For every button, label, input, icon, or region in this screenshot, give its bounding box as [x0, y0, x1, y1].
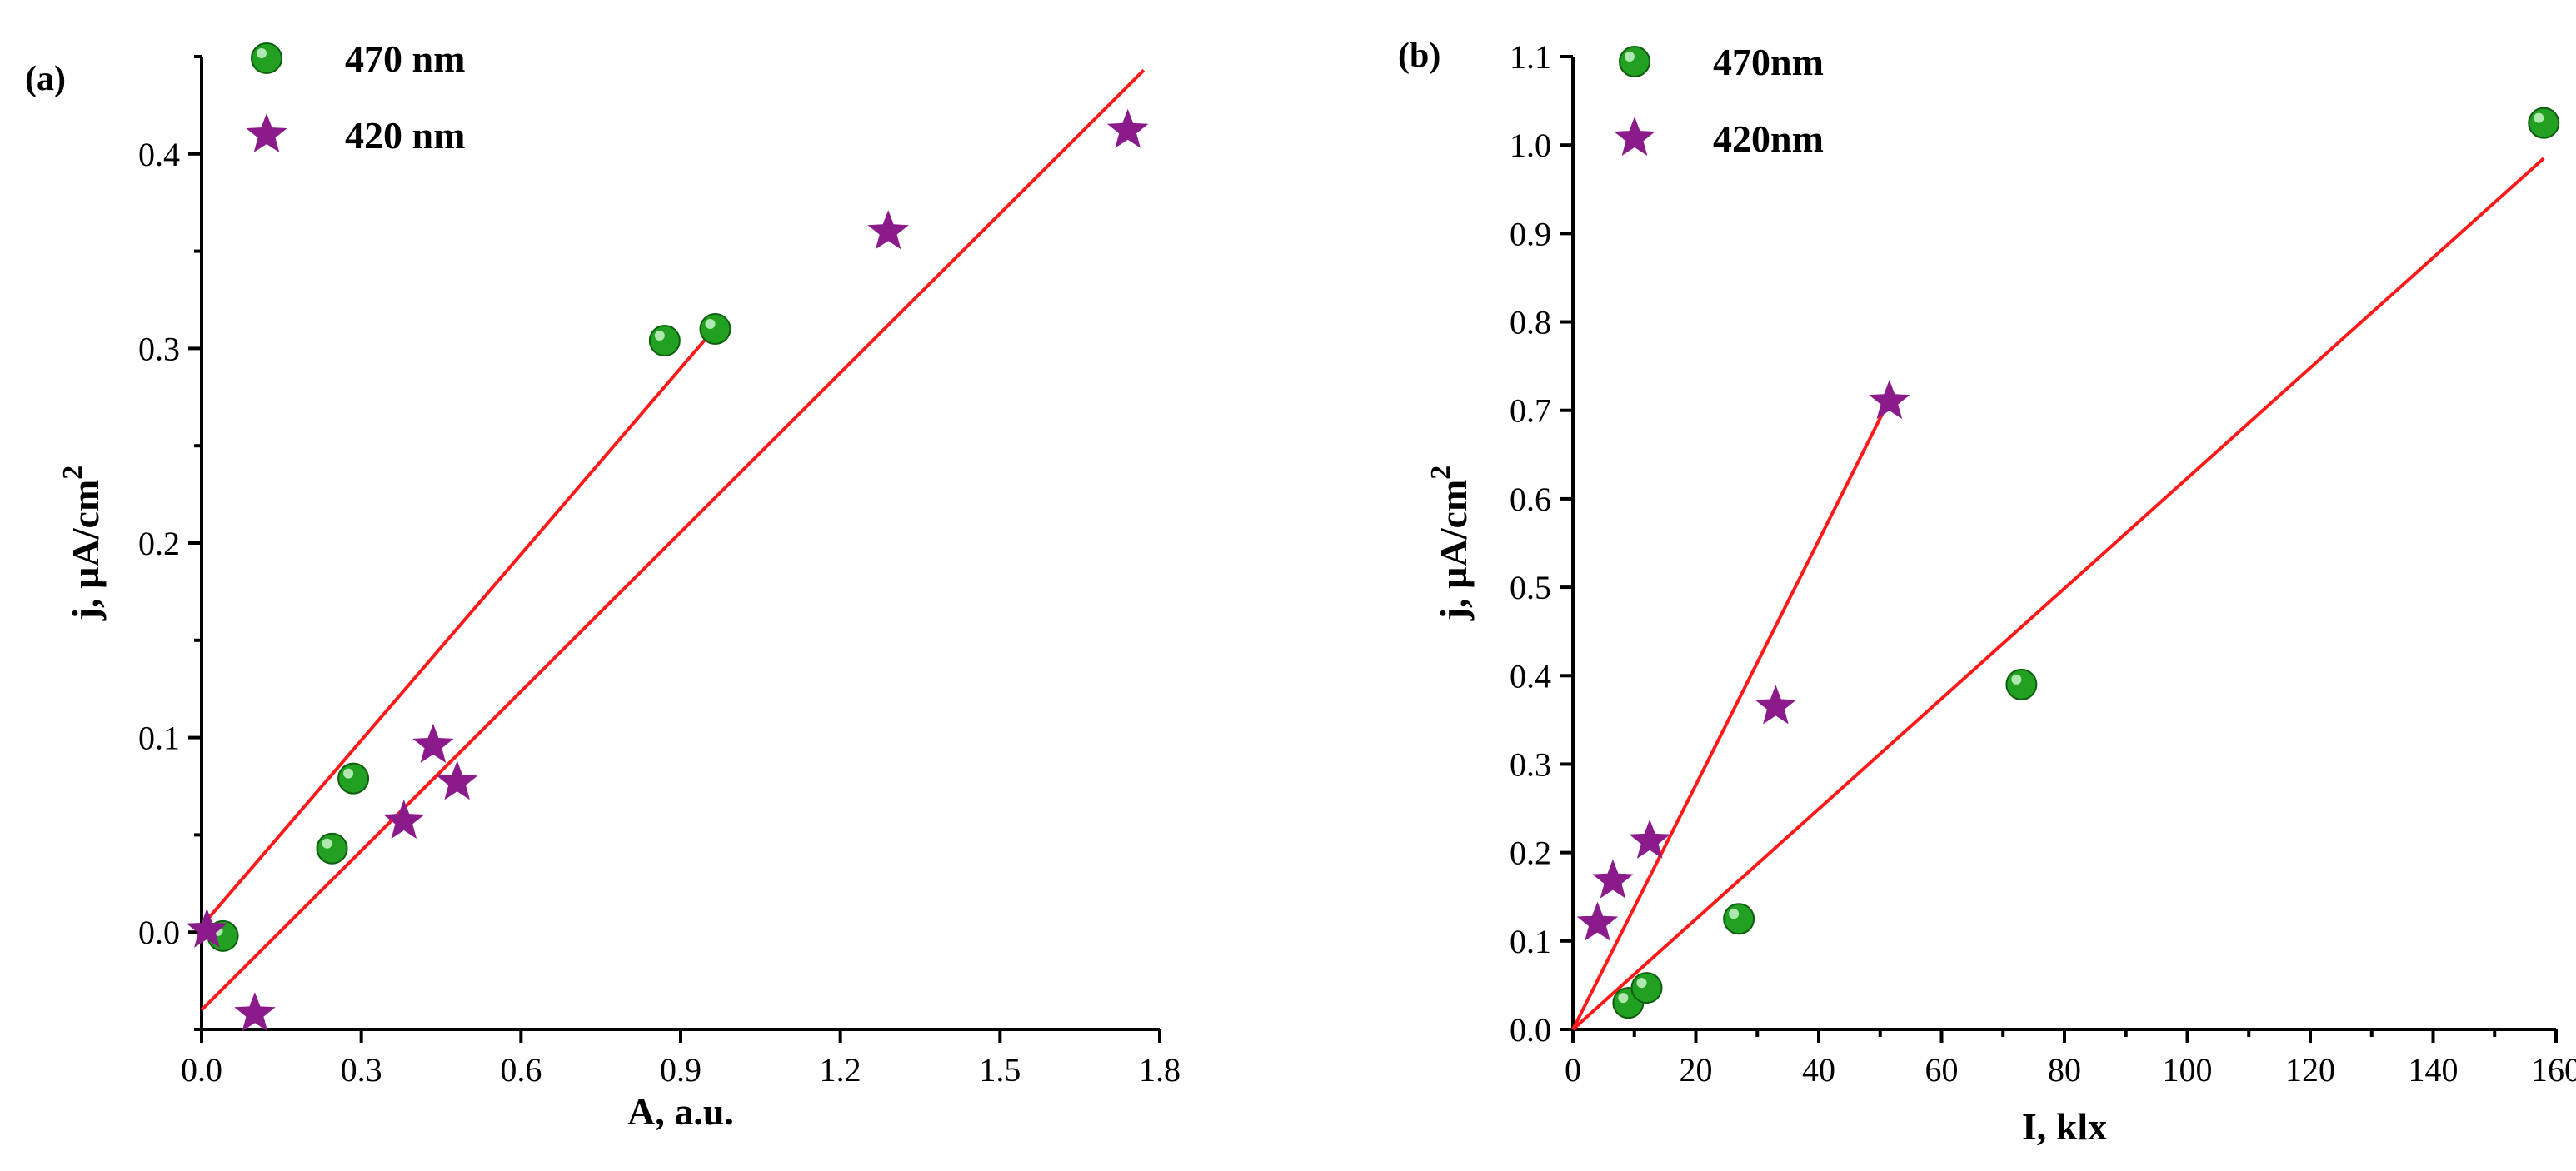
- y-tick-label: 0.9: [1510, 215, 1551, 252]
- data-point-circle: [316, 832, 348, 865]
- x-tick-label: 140: [2409, 1051, 2459, 1089]
- data-point-circle: [699, 313, 731, 346]
- data-point-star: [867, 210, 909, 250]
- data-point-star: [412, 723, 454, 763]
- legend: 470nm 420nm: [1614, 41, 1824, 160]
- y-tick-label: 1.1: [1510, 38, 1551, 76]
- y-axis-label: j, µA/cm2: [57, 466, 107, 622]
- chart-panel-b: 0.0 0.1 0.2 0.3 0.4 0.5 0.6 0.7 0.8 0.9 1.0 1.1 0 20 4…: [1398, 37, 2576, 1148]
- y-tick-label: 0.8: [1510, 304, 1551, 341]
- x-tick-label: 80: [2048, 1051, 2081, 1089]
- legend-marker-star: [1614, 117, 1655, 156]
- y-tick-label: 0.4: [1510, 657, 1551, 695]
- data-point-star: [234, 992, 276, 1032]
- panel-label: (b): [1398, 37, 1440, 75]
- x-axis-label: I, klx: [2022, 1105, 2107, 1148]
- data-point-circle: [2005, 668, 2038, 700]
- series-star: [1576, 380, 1910, 941]
- y-tick-label: 0.0: [138, 914, 180, 951]
- fit-line: [200, 68, 1146, 1012]
- y-tick-label: 0.1: [1510, 923, 1551, 960]
- data-point-star: [1106, 108, 1149, 148]
- data-point-star: [186, 908, 228, 948]
- data-point-star: [436, 760, 478, 800]
- chart-panel-a: 0.0 0.1 0.2 0.3 0.4 0.0 0.3 0.6 0.9 1.2 1.5 1.8 A, a…: [25, 37, 1181, 1133]
- data-point-star: [1755, 685, 1797, 725]
- series-circle: [1612, 107, 2560, 1019]
- x-tick-label: 100: [2163, 1051, 2213, 1089]
- y-tick-label: 0.3: [1510, 745, 1551, 783]
- legend: 470 nm 420 nm: [246, 37, 465, 157]
- legend-marker-circle: [1619, 46, 1650, 77]
- y-tick-label: 0.1: [138, 720, 180, 757]
- y-tick-label: 0.4: [138, 136, 180, 173]
- x-tick-label: 40: [1802, 1051, 1835, 1089]
- x-tick-label: 0.9: [660, 1051, 701, 1089]
- series-circle: [207, 313, 731, 952]
- series-star: [186, 108, 1149, 1032]
- data-point-circle: [337, 762, 370, 795]
- x-tick-label: 1.8: [1139, 1051, 1181, 1089]
- data-point-circle: [1630, 972, 1663, 1004]
- legend-label: 420nm: [1713, 117, 1824, 160]
- y-tick-label: 0.6: [1510, 481, 1551, 518]
- x-tick-label: 1.5: [979, 1051, 1021, 1089]
- legend-label: 420 nm: [345, 114, 465, 157]
- x-tick-label: 1.2: [820, 1051, 861, 1089]
- y-tick-label: 0.0: [1510, 1011, 1551, 1049]
- data-point-star: [383, 800, 425, 840]
- fit-line: [1571, 157, 2545, 1031]
- legend-label: 470nm: [1713, 41, 1824, 83]
- x-tick-label: 60: [1925, 1051, 1959, 1089]
- data-point-circle: [2528, 107, 2560, 139]
- legend-label: 470 nm: [345, 37, 465, 80]
- x-axis-label: A, a.u.: [627, 1090, 734, 1133]
- data-point-star: [1869, 380, 1910, 420]
- x-tick-label: 160: [2531, 1051, 2576, 1089]
- fit-line: [200, 330, 714, 928]
- y-tick-label: 0.2: [1510, 835, 1551, 872]
- x-tick-label: 0: [1565, 1051, 1581, 1089]
- y-tick-label: 0.3: [138, 330, 180, 367]
- y-tick-label: 0.7: [1510, 392, 1551, 430]
- fit-line: [1571, 399, 1891, 1030]
- y-axis-label: j, µA/cm2: [1425, 466, 1475, 622]
- data-point-star: [1576, 901, 1619, 941]
- legend-marker-star: [246, 113, 287, 152]
- data-point-star: [1592, 859, 1634, 899]
- legend-marker-circle: [251, 42, 282, 74]
- y-tick-label: 0.2: [138, 525, 180, 562]
- x-tick-label: 20: [1680, 1051, 1713, 1089]
- data-point-star: [1629, 819, 1670, 859]
- y-tick-label: 0.5: [1510, 569, 1551, 606]
- x-tick-label: 0.0: [181, 1051, 222, 1089]
- x-tick-label: 0.6: [500, 1051, 542, 1089]
- data-point-circle: [1723, 903, 1755, 935]
- y-tick-label: 1.0: [1510, 127, 1551, 164]
- panel-label: (a): [25, 60, 66, 98]
- x-tick-label: 0.3: [341, 1051, 382, 1089]
- data-point-circle: [648, 325, 681, 357]
- x-tick-label: 120: [2285, 1051, 2335, 1089]
